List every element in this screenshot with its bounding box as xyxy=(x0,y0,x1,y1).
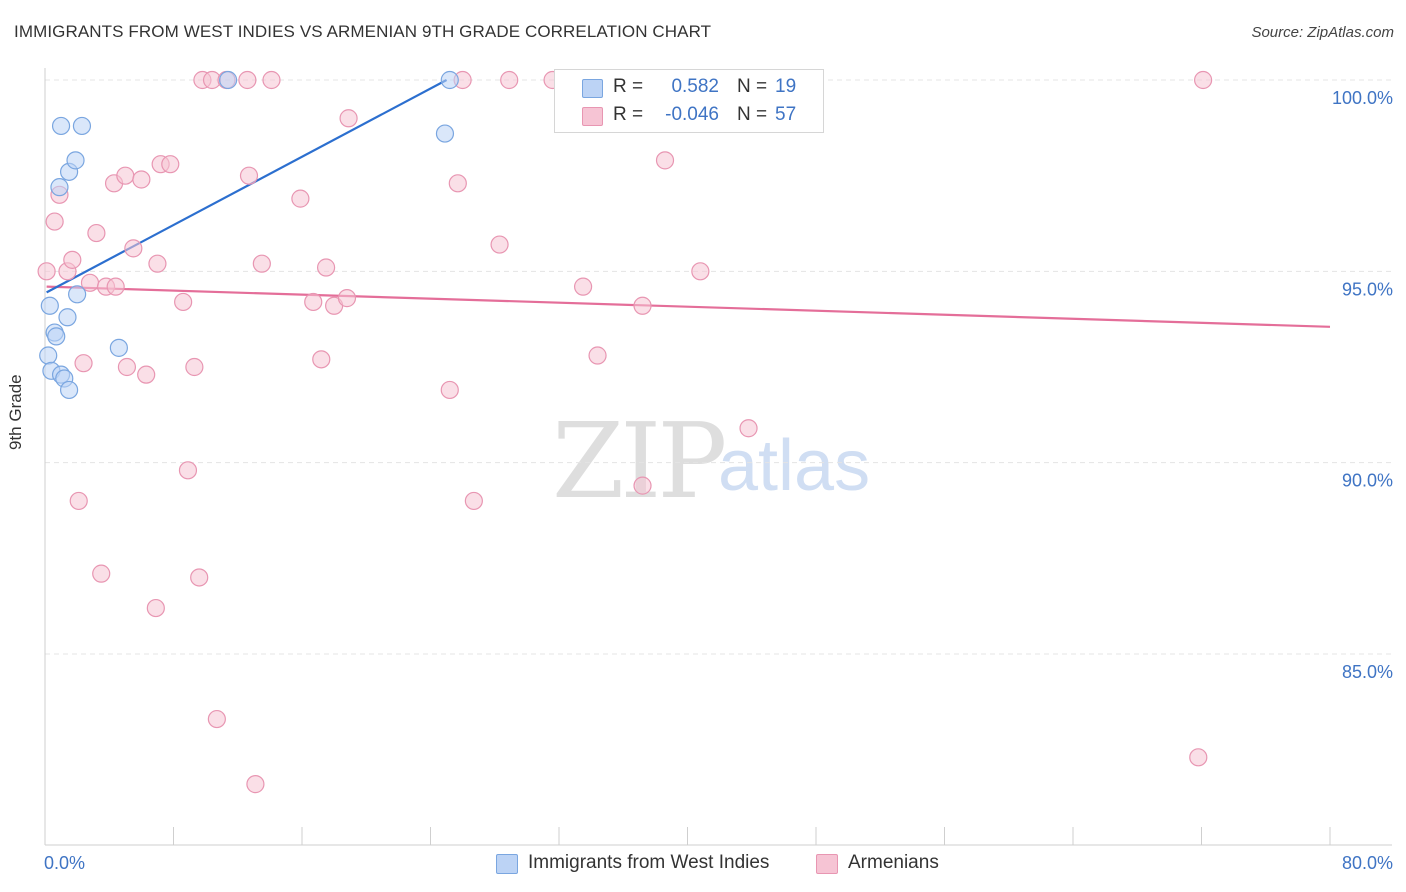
point-armenians xyxy=(190,568,209,587)
tick-labels: 100.0% 95.0% 90.0% 85.0% 0.0% 80.0% xyxy=(44,88,1393,873)
point-armenians xyxy=(137,365,156,384)
legend-n-label: N = xyxy=(737,76,768,97)
point-armenians xyxy=(161,155,180,174)
point-armenians xyxy=(262,70,281,90)
point-west-indies xyxy=(47,327,66,346)
y-axis-label: 9th Grade xyxy=(6,374,25,450)
legend-swatch-pink xyxy=(582,107,603,126)
point-armenians xyxy=(633,296,652,315)
legend-r-value: -0.046 xyxy=(665,104,719,125)
point-west-indies xyxy=(440,70,459,90)
trend-line-west-indies xyxy=(46,79,448,294)
point-armenians xyxy=(239,166,259,185)
point-armenians xyxy=(87,223,106,243)
point-armenians xyxy=(106,277,125,296)
point-armenians xyxy=(304,292,323,312)
correlation-legend: R = 0.582 N = 19 R = -0.046 N = 57 xyxy=(554,69,824,133)
legend-n-value: 19 xyxy=(775,76,797,97)
chart-title: IMMIGRANTS FROM WEST INDIES VS ARMENIAN … xyxy=(14,22,712,41)
point-armenians xyxy=(74,354,93,373)
legend-n-label: N = xyxy=(737,104,768,125)
point-armenians xyxy=(1189,748,1208,767)
point-armenians xyxy=(63,250,82,269)
gridlines xyxy=(45,79,1392,655)
point-west-indies xyxy=(66,151,85,170)
watermark-zip: ZIP xyxy=(552,400,727,522)
point-armenians xyxy=(174,292,193,312)
legend-swatch-blue xyxy=(582,79,603,98)
legend-r-label: R = xyxy=(613,76,644,97)
point-armenians xyxy=(739,419,758,438)
trend-lines xyxy=(46,79,1331,328)
point-west-indies xyxy=(51,116,71,136)
point-armenians xyxy=(92,564,111,583)
watermark-atlas: atlas xyxy=(718,426,871,506)
point-west-indies xyxy=(59,380,79,400)
point-armenians xyxy=(291,189,310,208)
point-armenians xyxy=(337,289,357,308)
point-west-indies xyxy=(219,70,238,90)
point-armenians xyxy=(691,262,710,281)
point-armenians xyxy=(252,254,271,273)
y-tick-label: 85.0% xyxy=(1342,662,1393,682)
point-armenians xyxy=(69,491,88,511)
legend-row-west-indies: R = 0.582 N = 19 xyxy=(555,73,823,101)
point-armenians xyxy=(312,350,331,369)
point-armenians xyxy=(500,70,519,90)
point-west-indies xyxy=(58,308,77,327)
point-armenians xyxy=(490,235,509,254)
y-tick-label: 95.0% xyxy=(1342,279,1393,299)
legend-n-value: 57 xyxy=(775,104,797,125)
point-armenians xyxy=(116,166,135,185)
point-west-indies xyxy=(39,346,58,365)
point-west-indies xyxy=(40,296,59,315)
trend-line-armenians xyxy=(46,285,1331,328)
source-label: Source: ZipAtlas.com xyxy=(1251,24,1394,41)
point-armenians xyxy=(339,109,358,128)
point-west-indies xyxy=(50,178,69,197)
point-west-indies xyxy=(68,285,87,304)
bottom-legend-label: Immigrants from West Indies xyxy=(528,852,770,873)
point-west-indies xyxy=(435,124,455,143)
point-armenians xyxy=(588,346,607,365)
bottom-legend-swatch-blue xyxy=(496,854,518,874)
point-armenians xyxy=(37,262,56,281)
point-armenians xyxy=(124,239,143,258)
legend-row-armenians: R = -0.046 N = 57 xyxy=(555,101,823,129)
point-armenians xyxy=(316,258,336,277)
point-armenians xyxy=(207,709,226,729)
point-armenians xyxy=(655,151,675,170)
point-armenians xyxy=(573,277,593,296)
point-armenians xyxy=(448,174,467,193)
point-west-indies xyxy=(109,338,128,357)
y-tick-label: 100.0% xyxy=(1332,88,1393,108)
point-armenians xyxy=(45,212,64,231)
point-west-indies xyxy=(72,116,92,136)
y-tick-label: 90.0% xyxy=(1342,471,1393,491)
point-armenians xyxy=(440,380,459,400)
point-armenians xyxy=(633,476,652,495)
legend-r-label: R = xyxy=(613,104,644,125)
point-armenians xyxy=(464,491,483,511)
bottom-legend-label: Armenians xyxy=(848,852,939,873)
data-points xyxy=(37,70,1213,794)
legend-r-value: 0.582 xyxy=(671,76,719,97)
point-armenians xyxy=(178,461,198,480)
x-tick-label: 0.0% xyxy=(44,853,85,873)
point-armenians xyxy=(117,357,137,377)
point-armenians xyxy=(185,357,204,377)
point-armenians xyxy=(246,775,265,794)
bottom-legend-swatch-pink xyxy=(816,854,838,874)
point-armenians xyxy=(146,598,165,618)
point-armenians xyxy=(132,170,151,189)
point-armenians xyxy=(1194,70,1213,90)
point-armenians xyxy=(148,254,167,273)
x-tick-label: 80.0% xyxy=(1342,853,1393,873)
point-armenians xyxy=(238,70,257,90)
axes xyxy=(44,68,1392,846)
